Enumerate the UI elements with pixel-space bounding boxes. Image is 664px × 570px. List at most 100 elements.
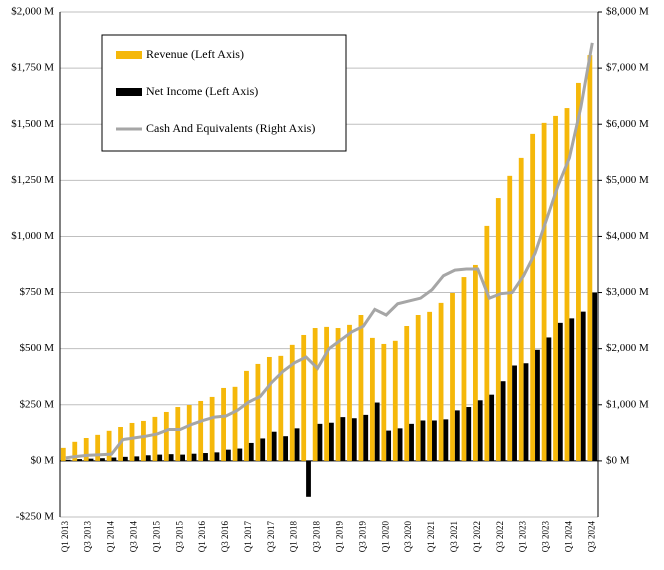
bar: [163, 411, 169, 461]
x-tick-label: Q3 2022: [495, 521, 505, 552]
bar: [60, 447, 66, 461]
bar: [294, 428, 300, 461]
bar: [443, 419, 449, 461]
bar: [324, 326, 329, 461]
x-tick-label: Q1 2017: [243, 521, 253, 553]
y2-tick-label: $1,000 M: [606, 398, 649, 410]
bar: [255, 363, 261, 461]
bar: [404, 325, 410, 461]
bar: [512, 365, 517, 461]
legend-swatch: [116, 51, 142, 59]
bar: [232, 386, 238, 461]
y2-tick-label: $5,000 M: [606, 174, 649, 186]
bar: [289, 344, 295, 461]
bar: [386, 430, 392, 461]
bar: [477, 400, 483, 461]
x-tick-label: Q1 2018: [289, 521, 299, 553]
bar: [141, 420, 146, 461]
bar: [329, 422, 334, 461]
x-tick-label: Q1 2022: [472, 521, 482, 552]
bar: [283, 436, 289, 461]
bar: [409, 423, 414, 461]
bar: [72, 441, 78, 461]
bar: [392, 340, 398, 461]
y-tick-label: $250 M: [19, 398, 54, 410]
bar: [340, 417, 346, 461]
x-tick-label: Q3 2021: [449, 521, 459, 552]
bar: [100, 458, 105, 461]
bar: [306, 460, 311, 497]
x-tick-label: Q1 2023: [518, 521, 528, 553]
bar: [530, 133, 536, 461]
x-tick-label: Q3 2024: [586, 521, 596, 553]
y-tick-label: $1,750 M: [11, 62, 54, 74]
bar: [541, 122, 547, 461]
bar: [312, 328, 318, 461]
bar: [518, 157, 524, 461]
bar: [363, 414, 369, 461]
bar: [317, 423, 323, 461]
bar: [592, 292, 598, 461]
bar: [214, 452, 220, 461]
bar: [244, 370, 249, 461]
x-tick-label: Q3 2020: [403, 521, 413, 553]
bar: [180, 454, 185, 461]
bar: [473, 264, 478, 461]
y2-tick-label: $4,000 M: [606, 230, 649, 242]
y2-tick-label: $2,000 M: [606, 342, 649, 354]
bar: [83, 437, 89, 461]
x-tick-label: Q1 2019: [335, 521, 345, 553]
x-tick-label: Q3 2019: [357, 521, 367, 553]
x-tick-label: Q1 2013: [60, 521, 70, 553]
bar: [225, 449, 231, 461]
bar: [152, 416, 158, 461]
bar: [587, 55, 593, 461]
bar: [271, 431, 277, 461]
line: [65, 42, 594, 460]
x-tick-label: Q1 2024: [563, 521, 573, 553]
bar: [95, 434, 101, 461]
bar: [420, 420, 426, 461]
bar: [278, 355, 284, 461]
bar: [77, 459, 82, 461]
bar: [466, 407, 472, 461]
bar: [191, 453, 197, 461]
bar: [301, 334, 307, 461]
bar: [553, 115, 558, 461]
x-tick-label: Q3 2015: [174, 521, 184, 553]
legend: [101, 34, 347, 152]
bar: [65, 459, 71, 461]
y-tick-label: $750 M: [19, 286, 54, 298]
bar: [157, 454, 163, 461]
bar: [507, 175, 513, 461]
y-tick-label: $500 M: [19, 342, 54, 354]
bar: [546, 337, 552, 461]
y2-tick-label: $8,000 M: [606, 6, 649, 18]
legend-swatch: [116, 88, 142, 96]
bar: [576, 82, 581, 461]
bar: [209, 396, 215, 461]
legend-label: Cash And Equivalents (Right Axis): [146, 121, 315, 135]
x-tick-label: Q1 2021: [426, 521, 436, 552]
y-tick-label: -$250 M: [16, 511, 54, 523]
bar: [134, 456, 140, 461]
y2-tick-label: $0 M: [606, 454, 630, 466]
legend-label: Revenue (Left Axis): [146, 47, 244, 61]
x-tick-label: Q3 2016: [220, 521, 230, 553]
bar: [347, 324, 352, 461]
y-tick-label: $0 M: [30, 454, 54, 466]
bar: [461, 277, 467, 461]
bar: [397, 428, 403, 461]
y-tick-label: $1,250 M: [11, 174, 54, 186]
bar: [248, 442, 254, 461]
bar: [122, 456, 128, 461]
bar: [369, 337, 375, 461]
bar: [432, 420, 437, 461]
bar: [415, 315, 421, 461]
bar: [564, 108, 570, 461]
y2-tick-label: $3,000 M: [606, 286, 649, 298]
bar: [438, 302, 444, 461]
bar: [111, 457, 117, 461]
legend-label: Net Income (Left Axis): [146, 84, 258, 98]
